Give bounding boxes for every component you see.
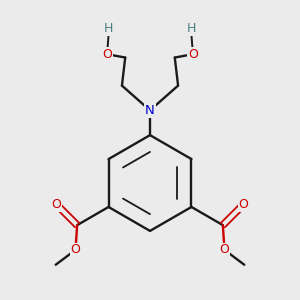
- Text: N: N: [145, 104, 155, 117]
- Text: O: O: [102, 48, 112, 61]
- Text: O: O: [188, 48, 198, 61]
- Text: O: O: [220, 243, 230, 256]
- Text: O: O: [239, 198, 249, 211]
- Text: H: H: [104, 22, 113, 35]
- Text: O: O: [51, 198, 61, 211]
- Text: H: H: [187, 22, 196, 35]
- Text: O: O: [70, 243, 80, 256]
